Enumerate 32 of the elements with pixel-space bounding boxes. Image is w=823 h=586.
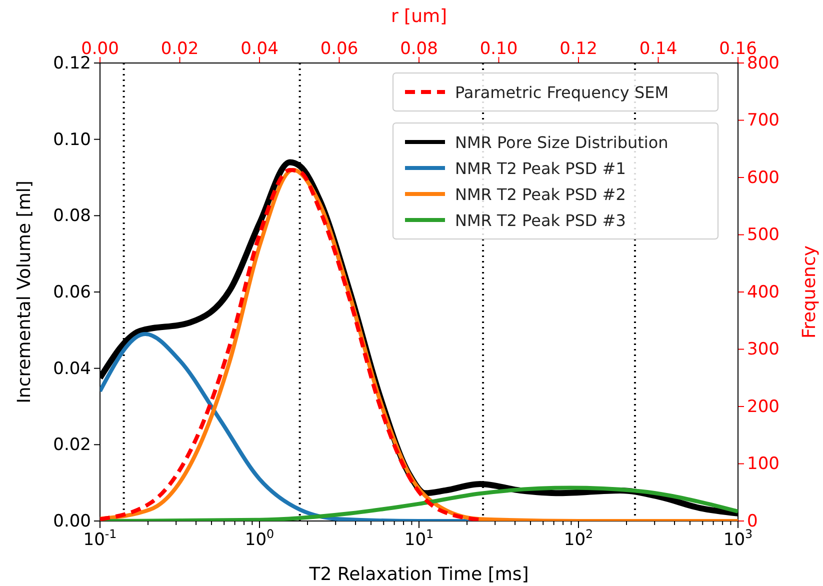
- legend-label: NMR Pore Size Distribution: [455, 133, 668, 152]
- y2-tick-label: 500: [747, 225, 780, 246]
- x2-tick-label: 0.10: [480, 39, 518, 59]
- x2-axis-title: r [um]: [390, 6, 448, 27]
- y2-tick-label: 100: [747, 454, 780, 474]
- y-tick-label: 0.02: [53, 435, 91, 456]
- y-axis-title: Incremental Volume [ml]: [14, 180, 35, 404]
- legend-label: NMR T2 Peak PSD #2: [455, 185, 626, 204]
- x-tick-label: 10$^{1}$: [404, 527, 434, 550]
- legend-label: NMR T2 Peak PSD #3: [455, 211, 626, 230]
- y-tick-label: 0.08: [53, 206, 91, 226]
- x-tick-label: 10$^{3}$: [723, 527, 753, 550]
- y2-tick-label: 700: [747, 110, 780, 131]
- y-tick-label: 0.06: [53, 282, 91, 302]
- y-tick-label: 0.04: [53, 358, 91, 379]
- x2-tick-label: 0.02: [160, 39, 199, 59]
- y2-tick-label: 200: [747, 396, 780, 417]
- x2-tick-label: 0.08: [400, 39, 438, 59]
- y2-tick-label: 300: [747, 340, 780, 360]
- y-tick-label: 0.10: [53, 130, 91, 150]
- x2-tick-label: 0.14: [639, 39, 678, 59]
- x2-tick-label: 0.06: [320, 39, 358, 59]
- y2-tick-label: 600: [747, 168, 780, 188]
- y2-axis-title: Frequency: [799, 245, 820, 338]
- x2-tick-label: 0.12: [560, 39, 598, 59]
- legend-label: NMR T2 Peak PSD #1: [455, 159, 626, 178]
- x-tick-label: 10$^{2}$: [564, 527, 594, 550]
- x2-tick-label: 0.04: [240, 39, 278, 59]
- legend-label: Parametric Frequency SEM: [455, 83, 669, 102]
- x-tick-label: 10$^{0}$: [244, 527, 274, 550]
- y2-tick-label: 400: [747, 282, 780, 302]
- x-axis-title: T2 Relaxation Time [ms]: [308, 564, 529, 585]
